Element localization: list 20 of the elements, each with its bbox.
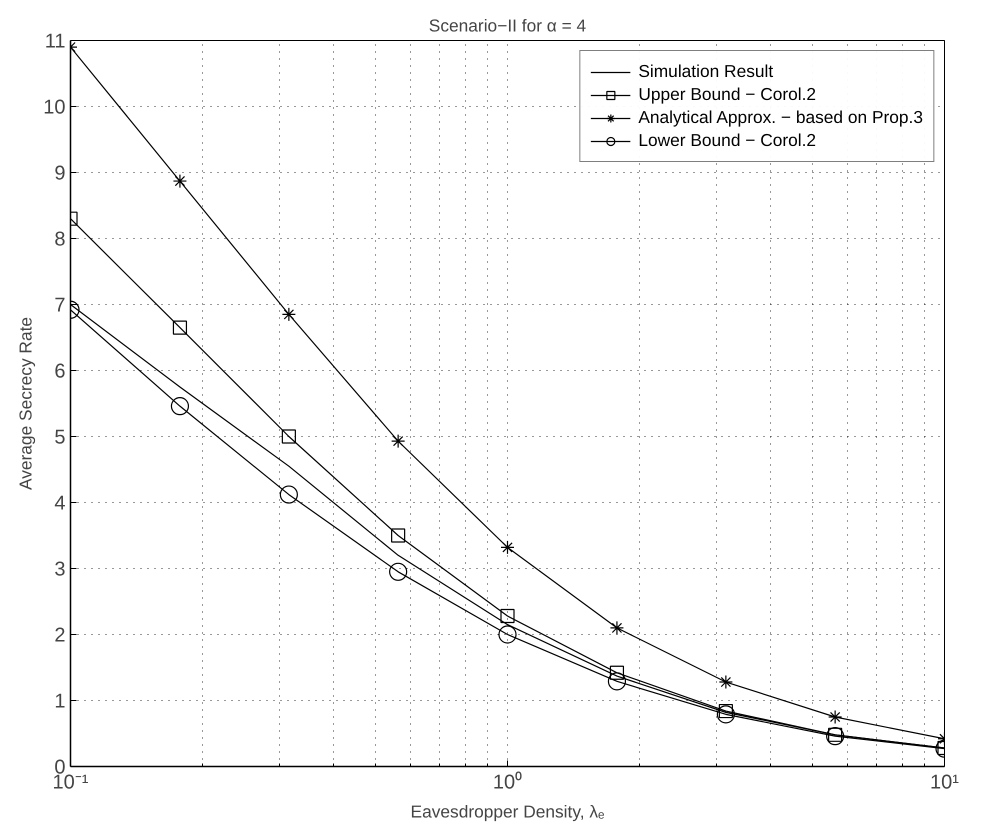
y-tick-label: 6 bbox=[54, 360, 66, 382]
y-tick-label: 2 bbox=[54, 624, 66, 646]
y-tick-label: 7 bbox=[54, 294, 66, 316]
y-tick-label: 9 bbox=[54, 162, 66, 184]
x-axis-title: Eavesdropper Density, λₑ bbox=[410, 802, 604, 822]
y-axis-title: Average Secrecy Rate bbox=[15, 316, 36, 490]
y-tick-label: 11 bbox=[44, 30, 66, 52]
y-tick-label: 3 bbox=[54, 558, 66, 580]
y-tick-label: 10 bbox=[43, 96, 66, 118]
legend-label: Simulation Result bbox=[638, 61, 774, 82]
legend-label: Analytical Approx. − based on Prop.3 bbox=[638, 107, 923, 128]
y-tick-label: 8 bbox=[54, 228, 66, 250]
y-tick-label: 1 bbox=[54, 690, 66, 712]
legend-label: Lower Bound − Corol.2 bbox=[638, 130, 816, 151]
x-tick-label: 10⁰ bbox=[492, 770, 522, 794]
legend-label: Upper Bound − Corol.2 bbox=[638, 84, 816, 105]
y-tick-label: 4 bbox=[54, 492, 66, 514]
x-tick-label: 10¹ bbox=[930, 772, 960, 794]
chart-title: Scenario−II for α = 4 bbox=[428, 16, 587, 36]
y-tick-label: 5 bbox=[54, 426, 66, 448]
